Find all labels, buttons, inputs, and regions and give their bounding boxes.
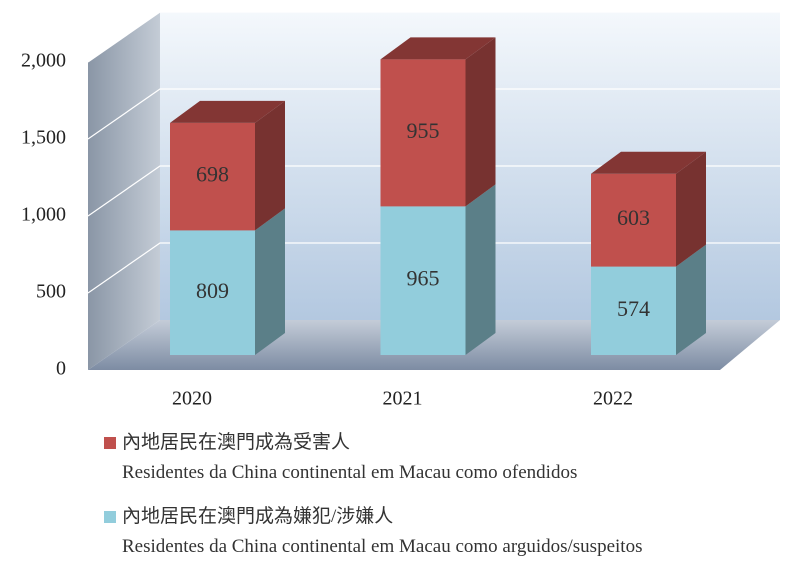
chart: 0 500 1,000 1,500 2,000 2020 809 698 2021 965 955 2… xyxy=(21,11,780,410)
legend-label: 內地居民在澳門成為受害人 Residentes da China contine… xyxy=(122,432,578,483)
bar-front xyxy=(380,59,466,207)
bar-side xyxy=(255,208,285,355)
grid-line xyxy=(87,88,780,140)
bar-front xyxy=(380,206,466,355)
value-label: 698 xyxy=(196,162,229,187)
value-label: 574 xyxy=(617,296,650,321)
y-tick-label: 1,000 xyxy=(21,204,66,226)
bar-front xyxy=(591,173,676,267)
legend-swatch xyxy=(104,437,116,449)
bar-segment xyxy=(170,208,285,355)
y-tick-label: 500 xyxy=(36,281,66,303)
bar-segment xyxy=(591,151,706,267)
value-label: 955 xyxy=(407,118,440,143)
bar-front xyxy=(591,266,676,355)
x-tick-label: 2022 xyxy=(593,388,633,410)
bar-segment xyxy=(380,184,496,355)
grid-line xyxy=(87,165,780,217)
legend-item: 內地居民在澳門成為受害人 Residentes da China contine… xyxy=(104,428,642,488)
bar-top xyxy=(591,151,706,174)
y-tick-label: 2,000 xyxy=(21,50,66,72)
bar-side xyxy=(676,244,706,355)
legend-swatch xyxy=(104,511,116,523)
bar-front xyxy=(170,122,255,231)
bar-side xyxy=(465,184,496,355)
legend-label: 內地居民在澳門成為嫌犯/涉嫌人 Residentes da China cont… xyxy=(122,506,643,557)
x-tick-label: 2021 xyxy=(383,388,423,410)
bar-segment xyxy=(380,37,496,207)
value-label: 603 xyxy=(617,205,650,230)
bar-segment xyxy=(591,244,706,355)
y-tick-label: 0 xyxy=(56,358,66,380)
bar-side xyxy=(676,151,706,267)
bar-top xyxy=(380,37,496,60)
bar-side xyxy=(465,37,496,207)
bar-side xyxy=(255,100,285,231)
value-label: 809 xyxy=(196,278,229,303)
value-label: 965 xyxy=(407,266,440,291)
grid-line xyxy=(87,242,780,294)
bar-segment xyxy=(170,100,285,231)
legend: 內地居民在澳門成為受害人 Residentes da China contine… xyxy=(104,428,642,564)
y-tick-label: 1,500 xyxy=(21,127,66,149)
bar-top xyxy=(170,100,285,123)
legend-item: 內地居民在澳門成為嫌犯/涉嫌人 Residentes da China cont… xyxy=(104,502,642,562)
x-tick-label: 2020 xyxy=(172,388,212,410)
bar-front xyxy=(170,230,255,355)
grid-line xyxy=(87,11,780,63)
